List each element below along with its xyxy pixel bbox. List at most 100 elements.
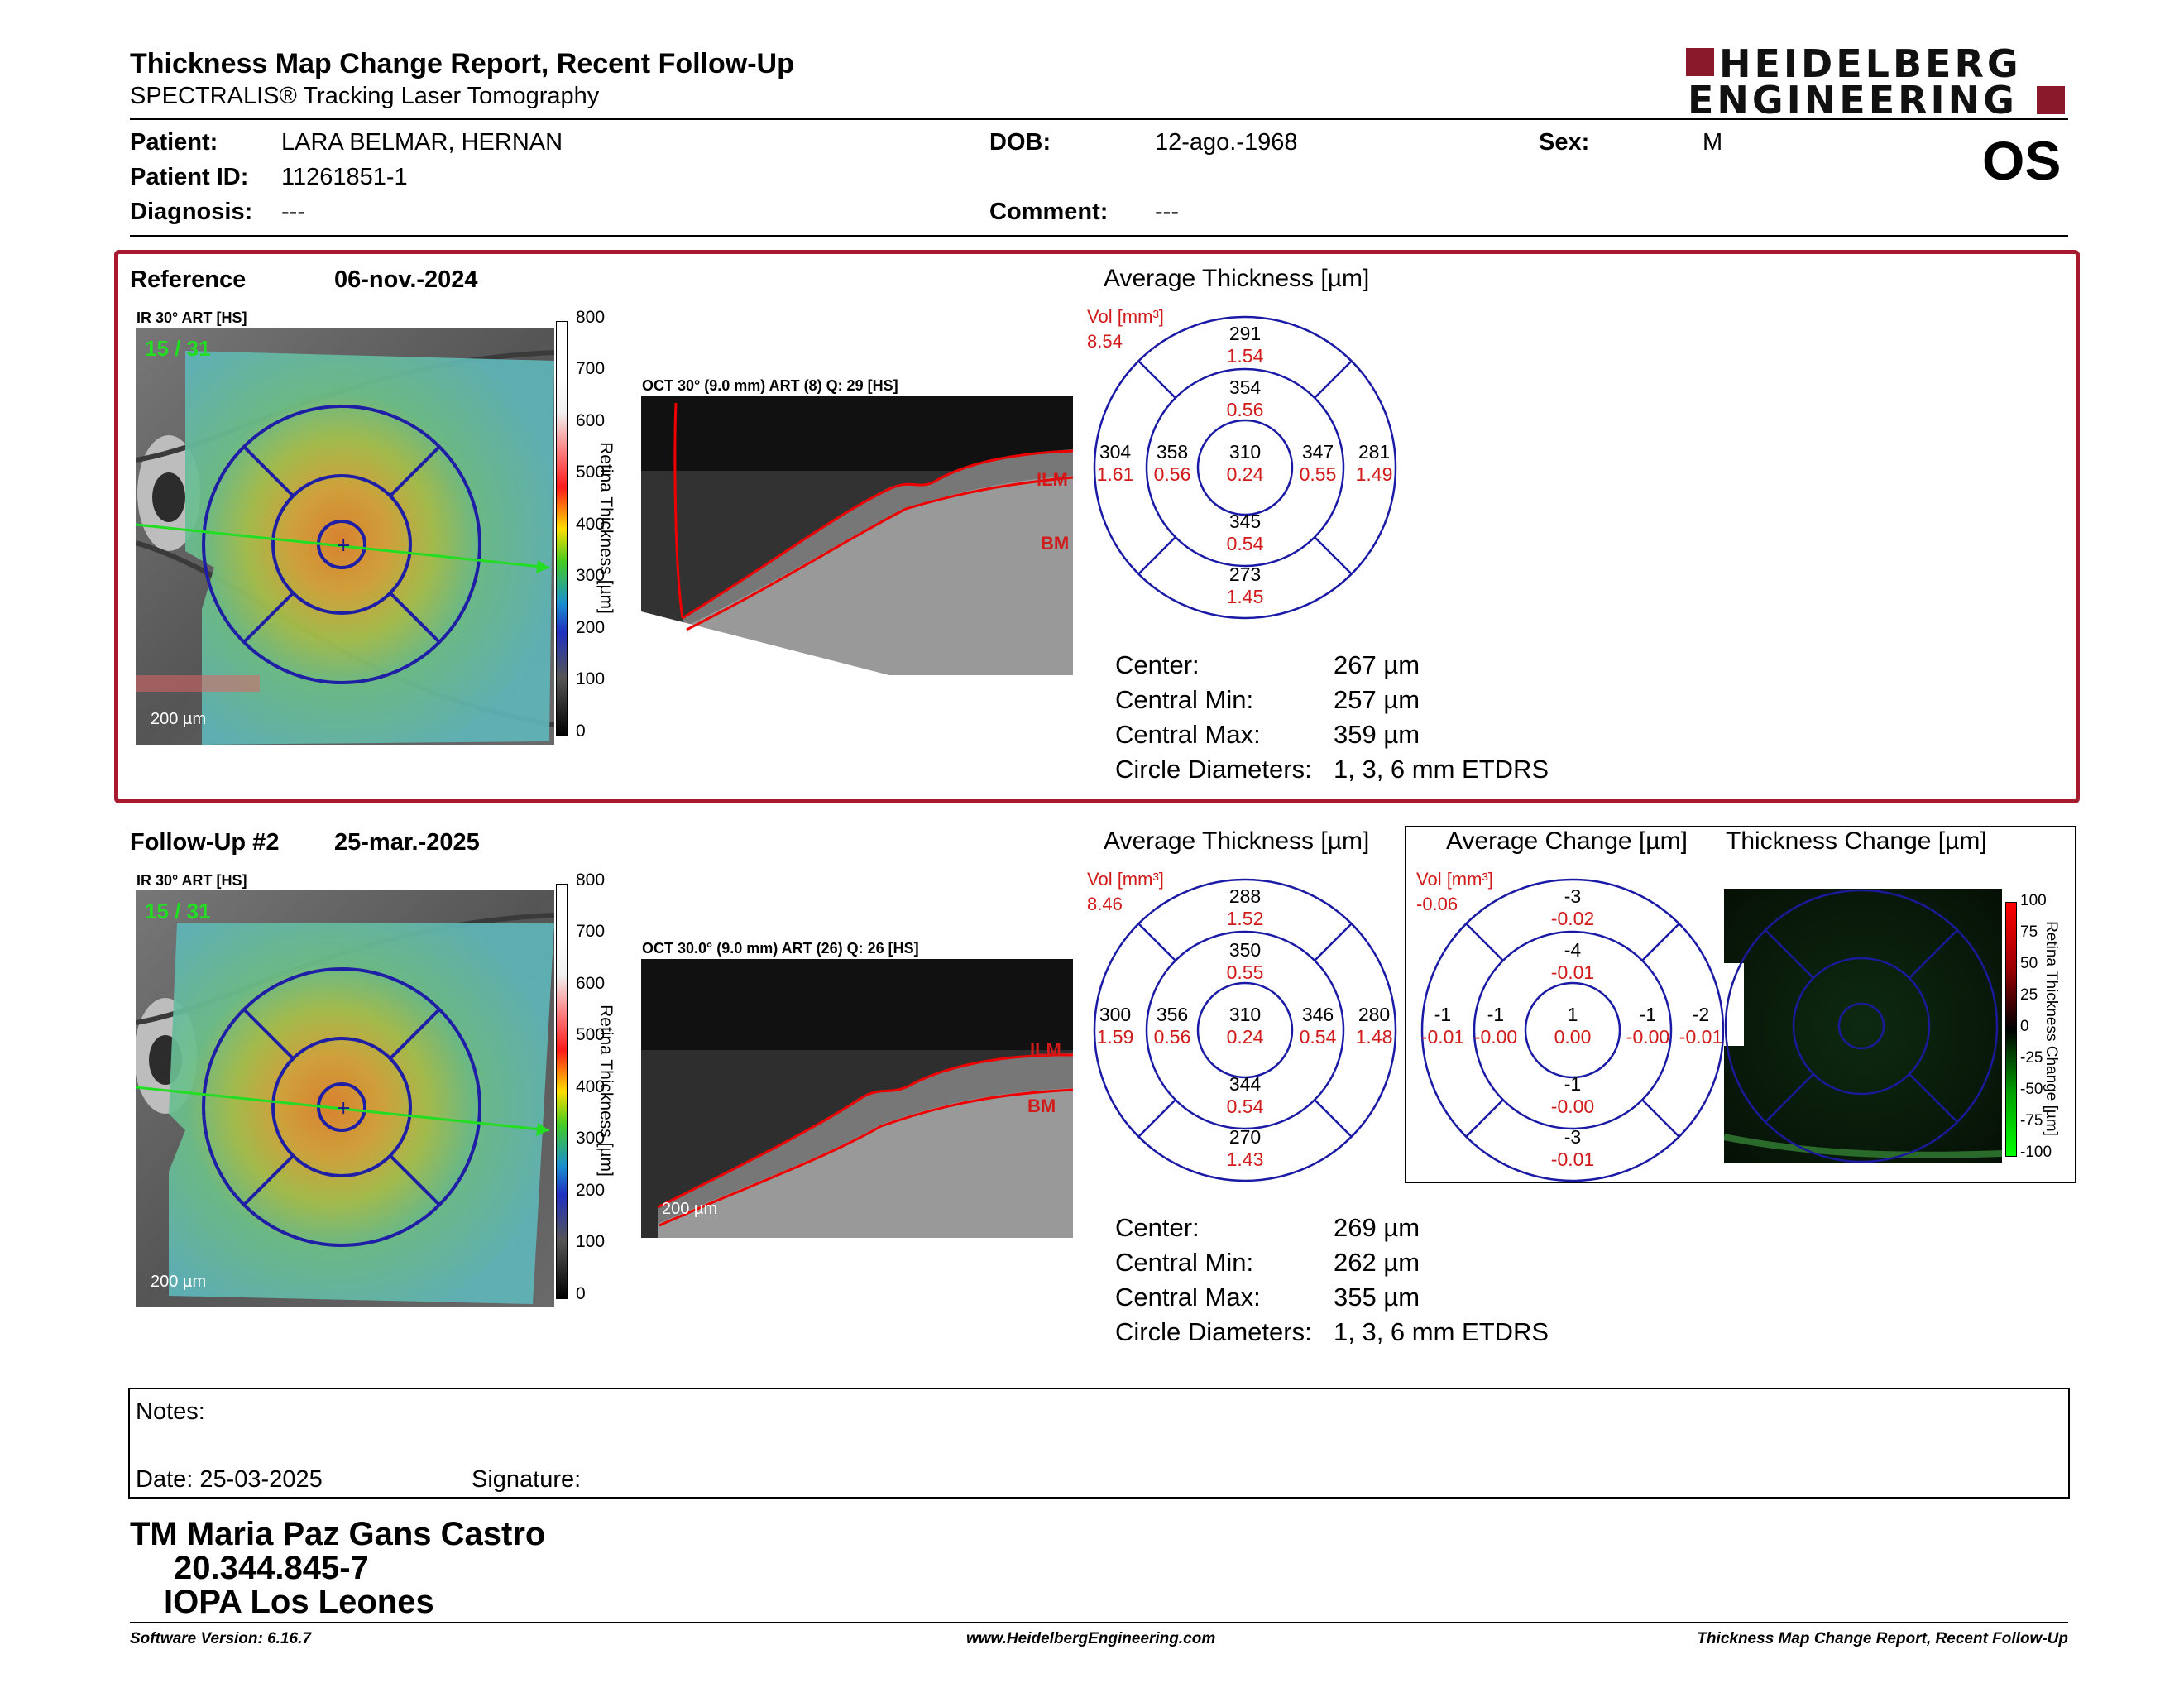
colorbar-tick: 600 xyxy=(576,974,606,993)
notes-label: Notes: xyxy=(136,1398,205,1425)
change-frame xyxy=(1405,826,2076,1183)
patient-divider xyxy=(130,235,2068,237)
stat-center-value: 267 µm xyxy=(1334,650,1420,679)
change-tick: -50 xyxy=(2020,1081,2043,1098)
sex-value: M xyxy=(1703,129,1723,156)
outer-temporal: 300 1.59 xyxy=(1096,1004,1134,1048)
vol-label: Vol [mm³] xyxy=(1087,869,1164,890)
inner-superior: 350 0.55 xyxy=(1226,939,1264,983)
colorbar-tick: 700 xyxy=(576,922,606,941)
outer-superior: 288 1.52 xyxy=(1226,885,1264,929)
stat-diameters-value: 1, 3, 6 mm ETDRS xyxy=(1334,755,1549,784)
inner-superior: -4 -0.01 xyxy=(1550,939,1595,983)
change-tick: -75 xyxy=(2020,1112,2043,1129)
avg-thickness-title: Average Thickness [µm] xyxy=(1104,827,1370,855)
colorbar-tick: 800 xyxy=(576,870,606,890)
report-title: Thickness Map Change Report, Recent Foll… xyxy=(130,48,794,79)
dob-label: DOB: xyxy=(989,129,1051,156)
colorbar-tick: 200 xyxy=(576,1181,606,1200)
scale-bar-label: 200 µm xyxy=(151,710,207,728)
change-tick: 50 xyxy=(2020,955,2038,972)
frame-count: 15 / 31 xyxy=(145,336,211,361)
colorbar-tick: 300 xyxy=(576,1129,606,1148)
stat-center-label: Center: xyxy=(1115,650,1200,679)
change-tick: 100 xyxy=(2020,892,2047,909)
inner-inferior: -1 -0.00 xyxy=(1550,1073,1595,1117)
change-colorbar xyxy=(2005,902,2017,1157)
etdrs-values: 291 1.54 354 0.56 310 0.24 345 0.54 273 1.45 … xyxy=(1092,314,1398,621)
colorbar-tick: 800 xyxy=(576,308,606,327)
notes-box[interactable] xyxy=(128,1388,2070,1499)
ir-label: IR 30° ART [HS] xyxy=(136,872,247,889)
stat-max-value: 355 µm xyxy=(1334,1283,1420,1312)
colorbar xyxy=(556,884,568,1299)
svg-text:+: + xyxy=(336,1098,351,1119)
inner-superior: 354 0.56 xyxy=(1226,376,1264,420)
colorbar-tick: 400 xyxy=(576,1077,606,1096)
patient-label: Patient: xyxy=(130,129,218,156)
bm-label: BM xyxy=(1041,533,1070,554)
bm-label: BM xyxy=(1027,1096,1056,1116)
signer-institution: IOPA Los Leones xyxy=(164,1584,434,1620)
ilm-label: ILM xyxy=(1037,469,1068,490)
oct-scan-image xyxy=(641,396,1073,675)
center: 310 0.24 xyxy=(1226,441,1264,485)
stat-min-label: Central Min: xyxy=(1115,1248,1254,1277)
outer-nasal: -2 -0.01 xyxy=(1679,1004,1723,1048)
header-divider xyxy=(130,118,2068,120)
etdrs-change-values: -3 -0.02 -4 -0.01 1 0.00 -1 -0.00 -3 -0.01 -1… xyxy=(1420,877,1726,1183)
logo-engineering: ENGINEERING xyxy=(1688,78,2018,122)
website-link[interactable]: www.HeidelbergEngineering.com xyxy=(966,1630,1216,1647)
signer-rut: 20.344.845-7 xyxy=(174,1550,369,1586)
oct-label: OCT 30.0° (9.0 mm) ART (26) Q: 26 [HS] xyxy=(642,940,919,957)
inner-inferior: 345 0.54 xyxy=(1226,511,1264,554)
outer-nasal: 281 1.49 xyxy=(1355,441,1393,485)
footer-divider xyxy=(130,1622,2068,1623)
followup-label: Follow-Up #2 xyxy=(130,829,280,856)
colorbar-tick: 500 xyxy=(576,1025,606,1044)
patient-name: LARA BELMAR, HERNAN xyxy=(281,129,563,156)
change-tick: 0 xyxy=(2020,1018,2029,1035)
oct-scale-label: 200 µm xyxy=(662,1200,718,1218)
signature-label: Signature: xyxy=(472,1466,582,1493)
eye-label: OS xyxy=(1982,130,2062,191)
change-tick: -25 xyxy=(2020,1049,2043,1067)
patient-id-label: Patient ID: xyxy=(130,164,249,190)
stat-max-label: Central Max: xyxy=(1115,1283,1261,1312)
comment-value: --- xyxy=(1155,199,1179,225)
logo-square-bottom xyxy=(2037,86,2065,114)
inner-nasal: -1 -0.00 xyxy=(1626,1004,1670,1048)
outer-temporal: 304 1.61 xyxy=(1096,441,1134,485)
colorbar xyxy=(556,321,568,736)
etdrs-grid xyxy=(1093,315,1397,620)
colorbar-tick: 0 xyxy=(576,1284,586,1303)
colorbar-tick: 600 xyxy=(576,411,606,430)
avg-change-title: Average Change [µm] xyxy=(1446,827,1688,855)
change-tick: -100 xyxy=(2020,1144,2052,1161)
change-tick: 25 xyxy=(2020,986,2038,1004)
reference-date: 06-nov.-2024 xyxy=(334,266,478,293)
stat-diameters-label: Circle Diameters: xyxy=(1115,1317,1312,1346)
etdrs-grid xyxy=(1420,878,1725,1182)
thickness-map-image: + xyxy=(136,328,554,745)
outer-inferior: -3 -0.01 xyxy=(1550,1126,1595,1170)
colorbar-tick: 100 xyxy=(576,669,606,688)
oct-scale-label: 200 µm xyxy=(662,637,718,655)
etdrs-values: 288 1.52 350 0.55 310 0.24 344 0.54 270 1.43 … xyxy=(1092,877,1398,1183)
comment-label: Comment: xyxy=(989,199,1109,225)
patient-id: 11261851-1 xyxy=(281,164,408,190)
heidelberg-logo: HEIDELBERG ENGINEERING xyxy=(1686,41,2068,122)
change-tick: 75 xyxy=(2020,923,2038,941)
inner-temporal: 356 0.56 xyxy=(1153,1004,1191,1048)
dob-value: 12-ago.-1968 xyxy=(1155,129,1298,156)
colorbar-tick: 500 xyxy=(576,463,606,482)
colorbar-ticks: 800 700 600 500 400 300 200 100 0 xyxy=(576,308,609,746)
vol-value: -0.06 xyxy=(1416,894,1458,914)
ir-label: IR 30° ART [HS] xyxy=(136,309,247,326)
colorbar-tick: 400 xyxy=(576,515,606,534)
outer-superior: 291 1.54 xyxy=(1226,323,1264,367)
etdrs-grid xyxy=(1093,878,1397,1182)
logo-square-top xyxy=(1686,48,1714,76)
footer-report-title: Thickness Map Change Report, Recent Foll… xyxy=(1697,1630,2068,1647)
inner-nasal: 347 0.55 xyxy=(1299,441,1337,485)
